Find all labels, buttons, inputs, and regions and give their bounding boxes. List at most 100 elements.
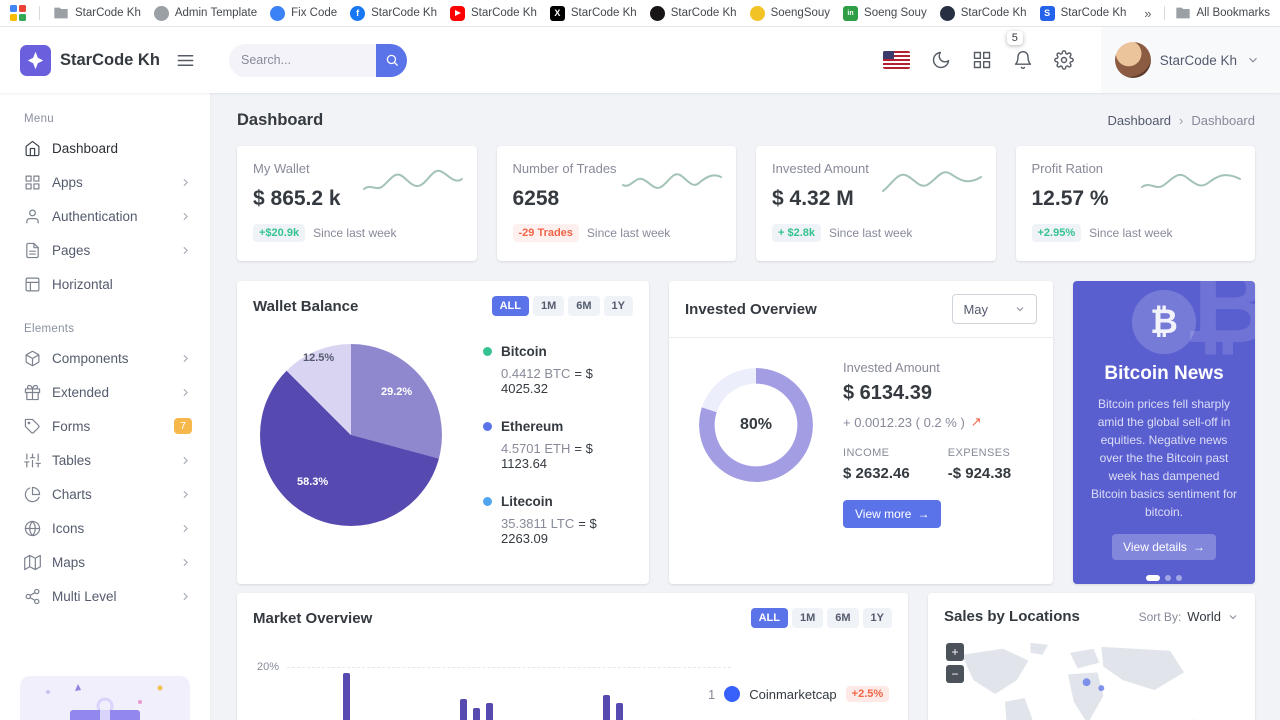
bookmark-item[interactable]: StarCode Kh	[450, 5, 537, 21]
browser-apps-icon[interactable]	[10, 5, 26, 21]
header-actions: 5 StarCode Kh	[882, 27, 1280, 93]
apps-grid-button[interactable]	[972, 50, 992, 70]
bookmark-item[interactable]: StarCode Kh	[939, 5, 1027, 21]
period-select[interactable]: May	[952, 294, 1037, 324]
range-button-6m[interactable]: 6M	[568, 296, 600, 316]
sidebar-item-horizontal[interactable]: Horizontal	[0, 267, 210, 301]
bookmark-item[interactable]: SoengSouy	[749, 5, 830, 21]
sidebar-item-pages[interactable]: Pages	[0, 233, 210, 267]
page-head: Dashboard Dashboard › Dashboard	[237, 107, 1255, 133]
stat-change-badge: + $2.8k	[772, 224, 822, 242]
range-button-1m[interactable]: 1M	[532, 296, 565, 316]
site-blue-icon	[270, 5, 286, 21]
range-button-1y[interactable]: 1Y	[862, 608, 892, 628]
stat-change-badge: +$20.9k	[253, 224, 306, 242]
range-button-1y[interactable]: 1Y	[603, 296, 633, 316]
bookmark-item[interactable]: Fix Code	[270, 5, 337, 21]
bookmark-item[interactable]: StarCode Kh	[649, 5, 737, 21]
brand-name[interactable]: StarCode Kh	[60, 50, 160, 69]
sort-by-select[interactable]: Sort By: World	[1139, 609, 1239, 624]
sidebar-item-components[interactable]: Components	[0, 341, 210, 375]
map-marker	[1082, 678, 1091, 687]
search-input[interactable]	[229, 43, 376, 77]
range-button-6m[interactable]: 6M	[827, 608, 859, 628]
pie-slice-label: 29.2%	[381, 386, 413, 398]
sidebar-toggle-button[interactable]	[174, 49, 197, 72]
dark-mode-button[interactable]	[931, 50, 951, 70]
invested-overview-card: Invested Overview May 80% Invested Amoun…	[669, 281, 1053, 584]
bookmark-item[interactable]: StarCode Kh	[53, 5, 141, 21]
sidebar-item-tables[interactable]: Tables	[0, 443, 210, 477]
language-flag-button[interactable]	[882, 51, 910, 69]
coinmarketcap-icon	[724, 686, 741, 702]
view-more-button[interactable]: View more	[843, 500, 942, 528]
settings-button[interactable]	[1054, 50, 1074, 70]
sliders-icon	[24, 452, 41, 469]
folder-icon	[53, 5, 69, 21]
bookmark-item[interactable]: StarCode Kh	[549, 5, 637, 21]
carousel-dot[interactable]	[1165, 575, 1171, 581]
search-button[interactable]	[376, 43, 407, 77]
site-dark-icon	[939, 5, 955, 21]
bookmark-item[interactable]: Soeng Souy	[843, 5, 927, 21]
bitcoin-circle-icon	[1132, 290, 1196, 354]
all-bookmarks-button[interactable]: All Bookmarks	[1175, 5, 1270, 21]
expenses-value: -$ 924.38	[947, 465, 1012, 482]
stat-title: Profit Ration	[1031, 161, 1104, 176]
carousel-dot[interactable]	[1176, 575, 1182, 581]
bookmarks-list: StarCode Kh Admin Template Fix Code Star…	[10, 5, 1134, 21]
chevron-down-icon	[1227, 611, 1239, 623]
stat-footer: + $2.8k Since last week	[772, 224, 980, 242]
stat-footer: -29 Trades Since last week	[512, 224, 721, 242]
notifications-button[interactable]: 5	[1006, 31, 1033, 70]
sales-header: Sales by Locations Sort By: World	[944, 608, 1239, 625]
brand-logo-icon[interactable]	[20, 44, 51, 76]
folder-icon	[1175, 5, 1191, 21]
sidebar-item-extended[interactable]: Extended	[0, 375, 210, 409]
stat-card-profit-ration: Profit Ration 12.57 % +2.95% Since last …	[1015, 146, 1255, 261]
view-details-button[interactable]: View details	[1112, 534, 1216, 560]
forms-count-badge: 7	[174, 418, 192, 434]
bar	[486, 703, 493, 720]
coin-list-item: 1 Coinmarketcap +2.5%	[708, 686, 890, 702]
user-avatar	[1114, 42, 1151, 78]
bookmark-item[interactable]: StarCode Kh	[1039, 5, 1126, 21]
bookmarks-bar-right: » All Bookmarks	[1134, 5, 1270, 21]
range-button-all[interactable]: ALL	[491, 296, 529, 316]
sidebar-item-maps[interactable]: Maps	[0, 545, 210, 579]
wallet-legend: Bitcoin 0.4412 BTC = $ 4025.32 Ethereum 4…	[483, 324, 633, 569]
invested-details: Invested Amount $ 6134.39 + 0.0012.23 ( …	[843, 358, 1037, 528]
zoom-out-button[interactable]: −	[946, 665, 964, 683]
legend-item-bitcoin: Bitcoin 0.4412 BTC = $ 4025.32	[483, 344, 633, 396]
range-button-1m[interactable]: 1M	[791, 608, 824, 628]
range-button-all[interactable]: ALL	[750, 608, 788, 628]
sidebar-item-charts[interactable]: Charts	[0, 477, 210, 511]
sidebar-item-multi-level[interactable]: Multi Level	[0, 579, 210, 613]
chevron-right-icon	[179, 488, 192, 501]
bookmark-item[interactable]: Admin Template	[153, 5, 257, 21]
sidebar-item-apps[interactable]: Apps	[0, 165, 210, 199]
bookmark-item[interactable]: StarCode Kh	[350, 5, 437, 21]
world-map[interactable]	[944, 637, 1239, 720]
gift-icon	[24, 384, 41, 401]
bookmarks-overflow-chevrons[interactable]: »	[1144, 5, 1152, 21]
stat-note: Since last week	[1089, 226, 1173, 240]
zoom-in-button[interactable]: +	[946, 643, 964, 661]
user-menu[interactable]: StarCode Kh	[1100, 27, 1280, 93]
sidebar-item-forms[interactable]: Forms 7	[0, 409, 210, 443]
wallet-balance-card: Wallet Balance ALL 1M 6M 1Y 12.5% 29.2% …	[237, 281, 649, 584]
stat-value: $ 865.2 k	[253, 187, 341, 210]
breadcrumb-parent[interactable]: Dashboard	[1107, 112, 1172, 128]
coin-name: Coinmarketcap	[749, 686, 837, 702]
bitcoin-news-card: Bitcoin News Bitcoin prices fell sharply…	[1073, 281, 1255, 584]
carousel-dot[interactable]	[1146, 575, 1160, 581]
chevron-right-icon	[179, 522, 192, 535]
gear-icon	[1054, 50, 1074, 70]
sidebar-item-icons[interactable]: Icons	[0, 511, 210, 545]
card-title: Invested Overview	[685, 300, 817, 318]
sidebar-section-menu: Menu	[24, 113, 54, 125]
sidebar-item-dashboard[interactable]: Dashboard	[0, 131, 210, 165]
coin-change-badge: +2.5%	[845, 686, 890, 702]
x-icon	[549, 5, 565, 21]
sidebar-item-authentication[interactable]: Authentication	[0, 199, 210, 233]
